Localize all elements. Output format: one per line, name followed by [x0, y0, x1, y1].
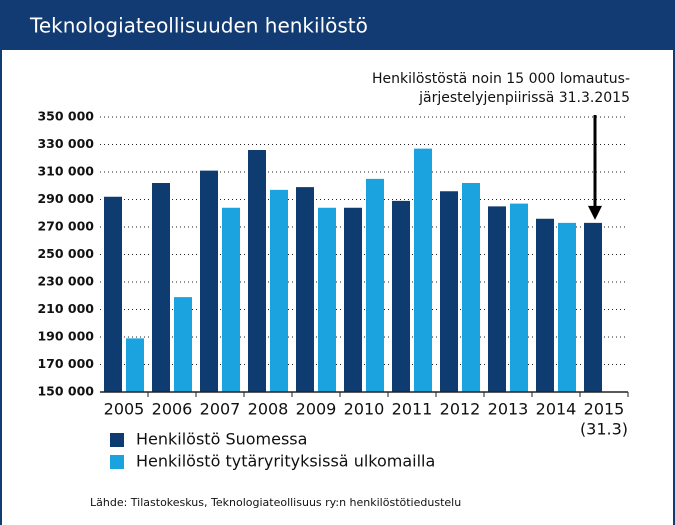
bar [296, 187, 314, 392]
bar [248, 150, 266, 392]
annotation: Henkilöstöstä noin 15 000 lomautus- [372, 71, 630, 87]
legend-swatch [110, 433, 124, 447]
bar [440, 191, 458, 392]
bar [200, 170, 218, 392]
bar [536, 218, 554, 392]
bar [126, 338, 144, 392]
x-tick-label: 2010 [344, 400, 385, 419]
bar [584, 222, 602, 392]
x-tick-label: 2012 [440, 400, 481, 419]
y-tick-label: 290 000 [37, 191, 94, 206]
y-tick-label: 330 000 [37, 136, 94, 151]
bar [104, 196, 122, 392]
bar [510, 203, 528, 392]
x-tick-label: 2013 [488, 400, 529, 419]
bar [318, 207, 336, 392]
y-tick-label: 350 000 [37, 109, 94, 124]
annotation-arrowhead [588, 205, 602, 220]
x-tick-label: 2007 [200, 400, 241, 419]
bar [558, 222, 576, 392]
x-tick-label: 2009 [296, 400, 337, 419]
x-tick-label: 2008 [248, 400, 289, 419]
y-tick-label: 170 000 [37, 356, 94, 371]
y-tick-label: 230 000 [37, 274, 94, 289]
legend-swatch [110, 455, 124, 469]
y-tick-label: 250 000 [37, 246, 94, 261]
x-tick-label: 2015 [584, 400, 625, 419]
x-tick-note: (31.3) [580, 420, 628, 439]
bar [366, 178, 384, 392]
bar [222, 207, 240, 392]
x-tick-label: 2011 [392, 400, 433, 419]
y-tick-label: 150 000 [37, 384, 94, 399]
bar [488, 206, 506, 392]
bar [392, 200, 410, 392]
chart-title: Teknologiateollisuuden henkilöstö [29, 14, 368, 38]
x-tick-label: 2006 [152, 400, 193, 419]
source: Lähde: Tilastokeskus, Teknologiateollisu… [90, 496, 461, 509]
header-bar [0, 0, 675, 50]
bar [152, 183, 170, 392]
y-tick-label: 270 000 [37, 219, 94, 234]
bar [270, 189, 288, 392]
legend-label: Henkilöstö Suomessa [136, 430, 307, 449]
y-tick-label: 190 000 [37, 329, 94, 344]
bar [462, 183, 480, 392]
y-tick-label: 210 000 [37, 301, 94, 316]
bar [344, 207, 362, 392]
y-tick-label: 310 000 [37, 164, 94, 179]
legend-label: Henkilöstö tytäryrityksissä ulkomailla [136, 452, 435, 471]
bar [414, 148, 432, 392]
bar [174, 297, 192, 392]
x-tick-label: 2005 [104, 400, 145, 419]
annotation: järjestelyjenpiirissä 31.3.2015 [418, 90, 630, 106]
x-tick-label: 2014 [536, 400, 577, 419]
